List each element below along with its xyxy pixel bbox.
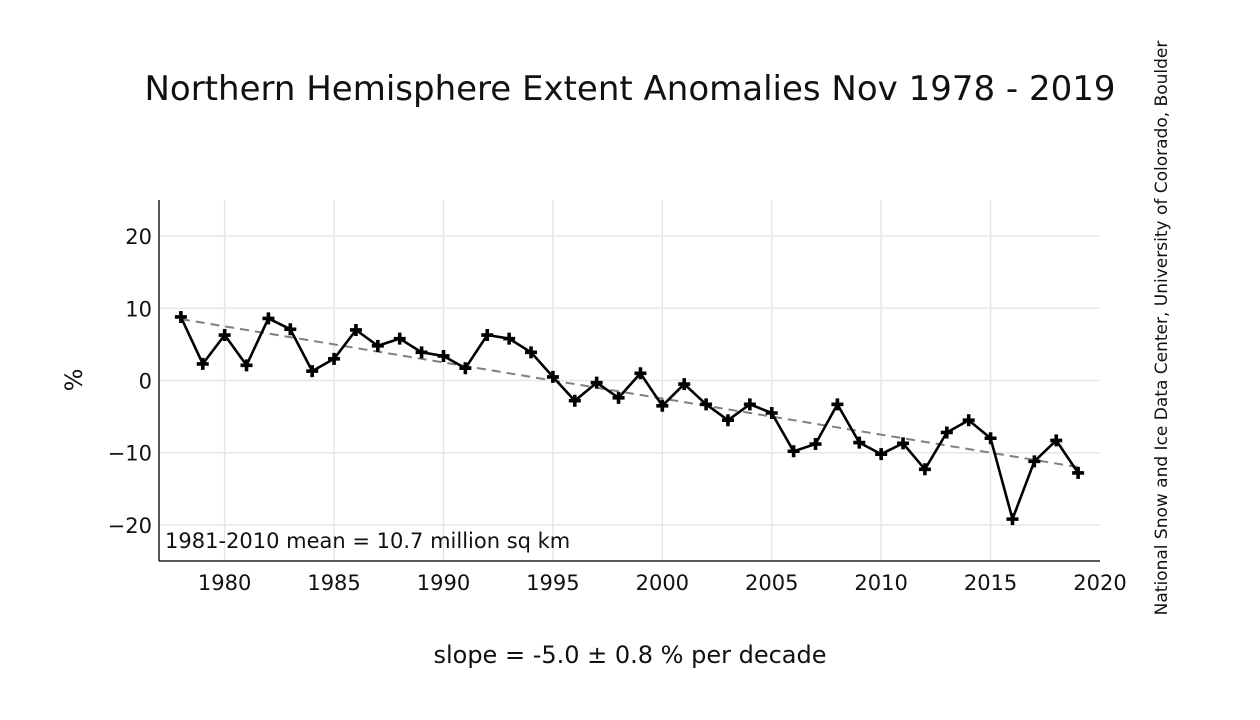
data-point [1006, 513, 1019, 526]
y-tick-label: 10 [125, 297, 152, 321]
data-point [262, 312, 275, 325]
y-tick-label: −10 [108, 442, 152, 466]
data-point [218, 329, 231, 342]
data-point [546, 370, 559, 383]
data-point [875, 448, 888, 461]
data-point [700, 398, 713, 411]
y-tick-label: −20 [108, 514, 152, 538]
y-axis-label: % [60, 369, 88, 392]
data-point [897, 437, 910, 450]
data-point [174, 310, 187, 323]
series-anomaly [174, 310, 1085, 526]
data-point [481, 329, 494, 342]
data-point [853, 436, 866, 449]
data-point [590, 376, 603, 389]
y-tick-label: 0 [139, 370, 152, 394]
data-point [721, 414, 734, 427]
x-axis-label: slope = -5.0 ± 0.8 % per decade [433, 641, 826, 669]
data-point [656, 399, 669, 412]
data-point [371, 339, 384, 352]
axes [158, 200, 1100, 562]
x-tick-label: 2000 [636, 571, 689, 595]
data-point [940, 426, 953, 439]
x-tick-label: 1980 [198, 571, 251, 595]
data-point [831, 398, 844, 411]
data-point [349, 323, 362, 336]
data-point [787, 445, 800, 458]
data-point [459, 362, 472, 375]
data-point [984, 432, 997, 445]
data-point [503, 332, 516, 345]
data-point [809, 438, 822, 451]
y-tick-labels: 20 10 0 −10 −20 [108, 225, 152, 538]
grid [159, 200, 1100, 561]
data-point [328, 352, 341, 365]
data-point [962, 414, 975, 427]
data-point [765, 406, 778, 419]
data-point [1050, 434, 1063, 447]
series-line [179, 316, 1080, 521]
data-point [437, 349, 450, 362]
x-tick-label: 2015 [964, 571, 1017, 595]
data-point [1072, 466, 1085, 479]
x-tick-label: 1985 [307, 571, 360, 595]
chart-title: Northern Hemisphere Extent Anomalies Nov… [144, 69, 1115, 109]
data-point [1028, 455, 1041, 468]
data-point [612, 391, 625, 404]
x-tick-label: 2020 [1073, 571, 1126, 595]
trend-line-path [180, 318, 1079, 469]
x-tick-label: 2010 [854, 571, 907, 595]
y-tick-label: 20 [125, 225, 152, 249]
x-tick-labels: 1980 1985 1990 1995 2000 2005 2010 2015 2020 [198, 571, 1127, 595]
data-point [306, 365, 319, 378]
mean-annotation: 1981-2010 mean = 10.7 million sq km [165, 529, 570, 553]
data-point [196, 357, 209, 370]
data-point [634, 367, 647, 380]
credit-label: National Snow and Ice Data Center, Unive… [1152, 41, 1172, 616]
trend-line [180, 318, 1079, 469]
data-point [525, 346, 538, 359]
x-tick-label: 1995 [526, 571, 579, 595]
x-tick-label: 2005 [745, 571, 798, 595]
data-point [393, 332, 406, 345]
data-point [284, 323, 297, 336]
data-point [240, 359, 253, 372]
data-point [918, 463, 931, 476]
x-tick-label: 1990 [417, 571, 470, 595]
data-point [568, 394, 581, 407]
data-point [415, 346, 428, 359]
data-point [678, 378, 691, 391]
data-point [743, 398, 756, 411]
